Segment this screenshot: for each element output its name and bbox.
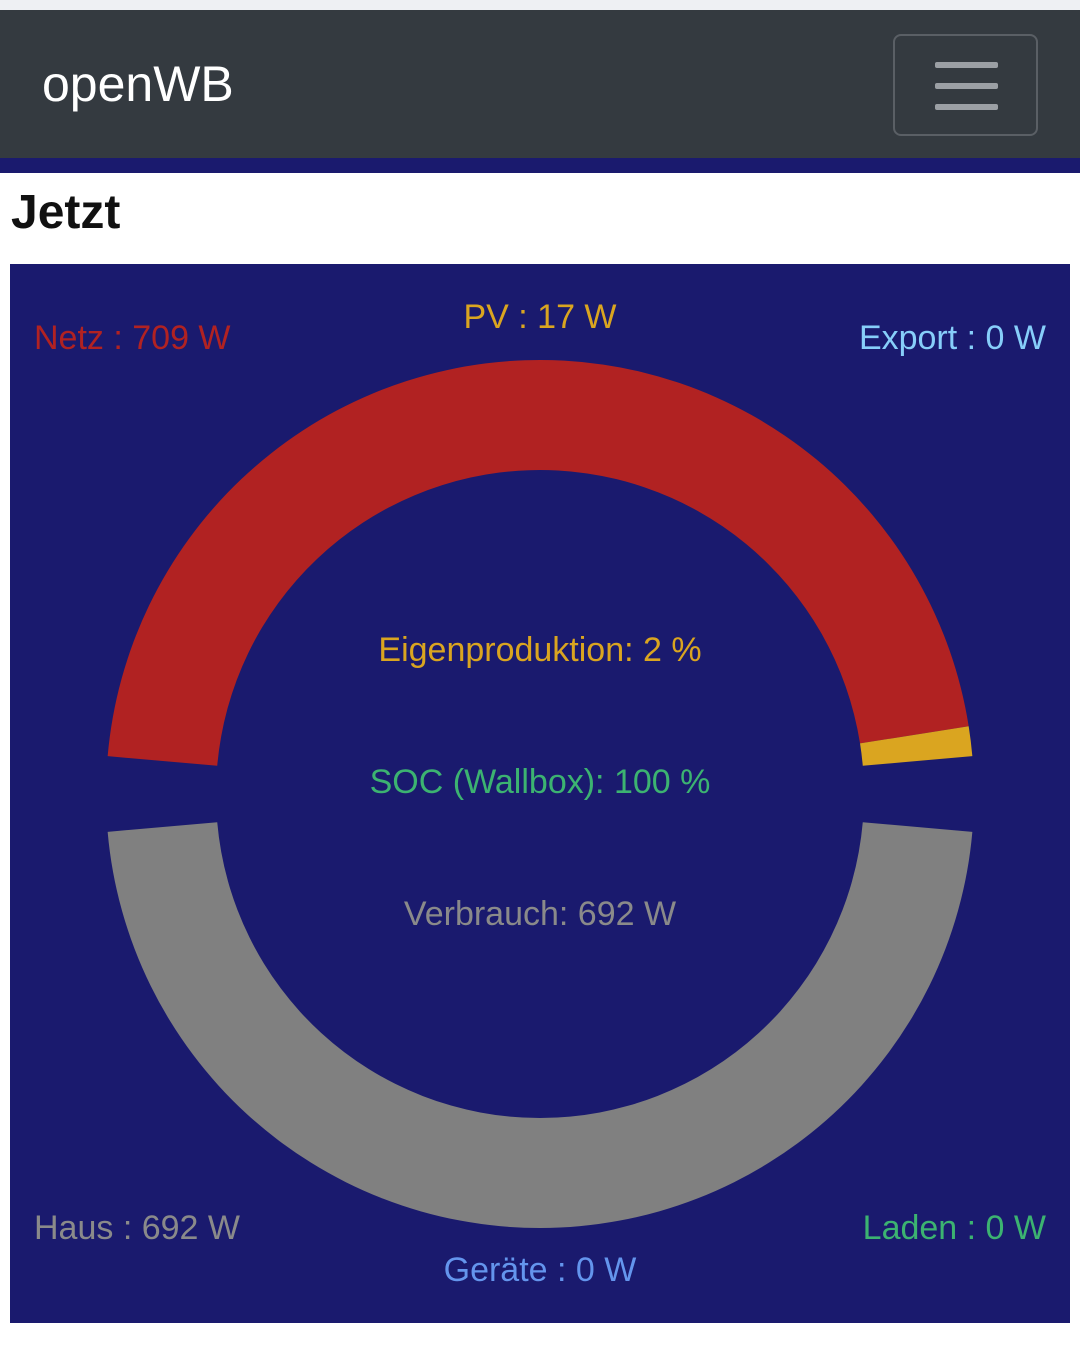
pv-label: PV : 17 W bbox=[463, 298, 617, 336]
laden-label: Laden : 0 W bbox=[862, 1209, 1046, 1247]
netz-label: Netz : 709 W bbox=[34, 319, 231, 357]
energy-flow-panel: Netz : 709 W PV : 17 W Export : 0 W Eige… bbox=[10, 264, 1070, 1323]
hamburger-menu-icon bbox=[935, 62, 998, 68]
hamburger-menu-icon-bar bbox=[935, 83, 998, 89]
geraete-label: Geräte : 0 W bbox=[443, 1251, 637, 1289]
section-title: Jetzt bbox=[11, 186, 121, 239]
pv-arc bbox=[860, 726, 973, 766]
haus-arc bbox=[107, 822, 973, 1229]
haus-label: Haus : 692 W bbox=[34, 1209, 240, 1247]
brand-logo-text[interactable]: openWB bbox=[42, 56, 234, 112]
export-label: Export : 0 W bbox=[858, 319, 1046, 357]
eigenproduktion-label: Eigenproduktion: 2 % bbox=[378, 631, 702, 669]
next-section-title-cutoff bbox=[30, 1340, 230, 1355]
netz-arc bbox=[107, 360, 969, 766]
soc-wallbox-label: SOC (Wallbox): 100 % bbox=[369, 763, 711, 801]
hamburger-menu-icon-bar bbox=[935, 104, 998, 110]
menu-toggle-button[interactable] bbox=[893, 34, 1038, 136]
navbar: openWB bbox=[0, 10, 1080, 158]
energy-donut-chart bbox=[107, 360, 973, 1229]
navbar-underline bbox=[0, 158, 1080, 173]
verbrauch-label: Verbrauch: 692 W bbox=[403, 895, 677, 933]
top-strip bbox=[0, 0, 1080, 10]
